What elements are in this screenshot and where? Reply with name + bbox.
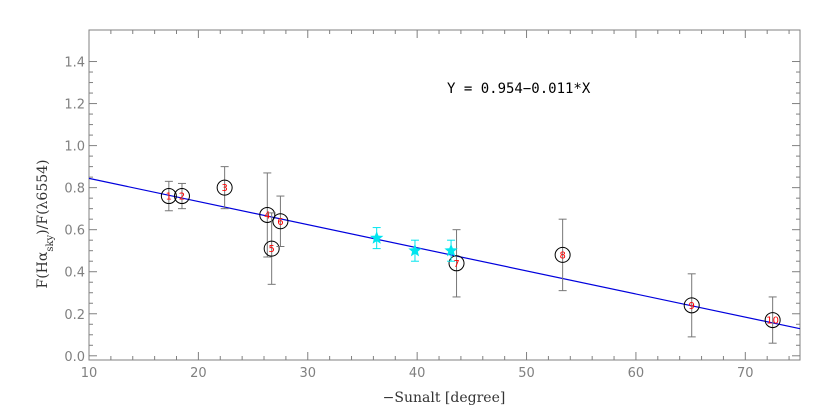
data-point-label: 1	[166, 192, 172, 203]
data-point-circle	[272, 213, 289, 230]
data-point-circle	[263, 240, 280, 257]
y-tick-label: 0.0	[64, 350, 85, 365]
data-point-circle	[683, 297, 700, 314]
data-point-star	[370, 231, 384, 244]
data-point-circle	[259, 206, 276, 223]
data-point-circle	[216, 179, 233, 196]
data-point-label: 2	[179, 192, 185, 203]
plot-frame	[88, 29, 801, 361]
data-point-circle	[160, 188, 177, 205]
y-tick-label: 0.6	[64, 224, 85, 239]
data-point-circle	[173, 188, 190, 205]
data-point-label: 7	[453, 259, 459, 270]
data-point-label: 8	[559, 250, 565, 261]
data-point-label: 6	[277, 217, 283, 228]
data-point-label: 5	[268, 244, 274, 255]
x-tick-label: 70	[737, 366, 754, 381]
y-tick-label: 1.4	[64, 56, 85, 71]
x-axis-title: −Sunalt [degree]	[383, 390, 506, 406]
axis-ticks: 10 20 30 40 50 60 70 0.0 0.2 0.4 0.6 0.8 1.0 1.2 1.4	[64, 30, 800, 381]
fit-equation: Y = 0.954−0.011*X	[447, 81, 591, 97]
x-tick-label: 50	[518, 366, 535, 381]
x-tick-label: 40	[409, 366, 426, 381]
data-point-label: 3	[221, 183, 227, 194]
data-point-star	[444, 243, 458, 257]
x-tick-label: 20	[190, 366, 207, 381]
data-points: 1 2 3 4 5 6 7 8 9 10	[160, 166, 781, 344]
data-point-label: 10	[766, 316, 779, 327]
data-point-label: 9	[689, 301, 695, 312]
fit-line	[88, 177, 801, 330]
x-tick-label: 30	[299, 366, 316, 381]
data-point-star	[408, 243, 422, 257]
y-tick-label: 0.2	[64, 308, 85, 323]
y-tick-label: 0.4	[64, 266, 85, 281]
data-point-label: 4	[264, 210, 270, 221]
data-point-circle	[764, 312, 781, 329]
data-point-circle	[554, 246, 571, 263]
y-tick-label: 1.0	[64, 140, 85, 155]
fit-line-group	[88, 177, 801, 330]
data-point-circle	[448, 255, 465, 272]
x-tick-label: 10	[81, 366, 98, 381]
y-tick-label: 0.8	[64, 182, 85, 197]
x-tick-label: 60	[628, 366, 645, 381]
y-tick-label: 1.2	[64, 98, 85, 113]
y-axis-title: F(Hαsky)/F(λ6554)	[35, 159, 56, 288]
